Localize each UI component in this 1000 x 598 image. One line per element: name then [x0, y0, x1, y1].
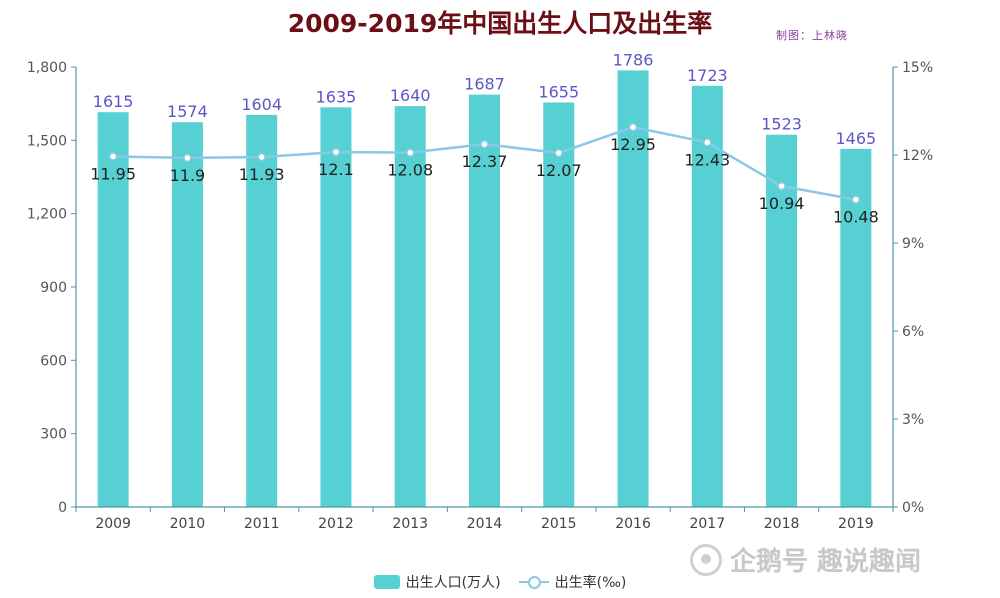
point-label-birth-rate: 12.43 — [684, 150, 730, 169]
legend-item-birth-rate[interactable]: 出生率(‰) — [518, 572, 627, 592]
y-left-tick-label: 300 — [40, 427, 67, 443]
legend-item-births[interactable]: 出生人口(万人) — [373, 572, 501, 592]
x-tick-label: 2012 — [318, 516, 354, 532]
point-birth-rate — [183, 153, 192, 163]
x-tick-label: 2017 — [689, 516, 725, 532]
chart-title: 2009-2019年中国出生人口及出生率 — [287, 9, 713, 38]
bar-label-births: 1604 — [241, 95, 282, 114]
x-tick-label: 2011 — [244, 516, 280, 532]
x-tick-label: 2009 — [95, 516, 131, 532]
bar-label-births: 1635 — [316, 87, 357, 106]
point-label-birth-rate: 11.9 — [170, 166, 206, 185]
y-left-tick-label: 900 — [40, 280, 67, 296]
bar-label-births: 1655 — [538, 82, 579, 101]
y-left-tick-label: 1,500 — [27, 133, 67, 149]
bar-births — [840, 148, 872, 507]
bar-label-births: 1687 — [464, 75, 505, 94]
bar-births — [617, 70, 649, 507]
bar-label-births: 1465 — [836, 129, 877, 148]
point-label-birth-rate: 12.08 — [387, 161, 433, 180]
chart-legend: 出生人口(万人) 出生率(‰) — [0, 572, 1000, 592]
y-left-tick-label: 0 — [58, 500, 67, 516]
x-tick-label: 2018 — [764, 516, 800, 532]
point-birth-rate — [777, 181, 786, 191]
point-label-birth-rate: 10.94 — [759, 194, 805, 213]
bar-births — [691, 85, 723, 508]
point-label-birth-rate: 12.07 — [536, 161, 582, 180]
point-birth-rate — [331, 147, 341, 157]
bar-label-births: 1574 — [167, 102, 208, 121]
x-tick-label: 2010 — [170, 516, 206, 532]
legend-label-births: 出生人口(万人) — [405, 575, 501, 591]
y-right-tick-label: 12% — [902, 148, 933, 164]
point-birth-rate — [257, 152, 266, 162]
legend-line-swatch — [518, 575, 549, 589]
bar-label-births: 1786 — [613, 50, 654, 69]
point-birth-rate — [628, 122, 638, 132]
y-right-tick-label: 0% — [902, 500, 924, 516]
point-birth-rate — [108, 152, 118, 161]
legend-bar-swatch — [373, 575, 400, 589]
point-label-birth-rate: 12.95 — [610, 135, 656, 154]
penguin-logo-icon — [690, 543, 722, 576]
bar-label-births: 1723 — [687, 66, 728, 85]
bar-births — [246, 114, 278, 508]
bar-births — [469, 94, 500, 507]
point-label-birth-rate: 12.1 — [318, 160, 354, 179]
bar-label-births: 1640 — [390, 86, 431, 105]
point-label-birth-rate: 11.93 — [239, 165, 285, 184]
bar-label-births: 1523 — [761, 115, 802, 134]
bar-label-births: 1615 — [93, 92, 134, 111]
point-birth-rate — [480, 139, 489, 149]
y-right-tick-label: 9% — [902, 236, 924, 252]
x-tick-label: 2013 — [392, 516, 428, 532]
point-label-birth-rate: 11.95 — [90, 164, 136, 183]
bar-births — [320, 107, 352, 507]
x-tick-label: 2015 — [541, 516, 577, 532]
x-tick-label: 2016 — [615, 516, 651, 532]
bar-births — [543, 102, 575, 507]
y-left-tick-label: 600 — [40, 353, 67, 369]
point-birth-rate — [405, 148, 415, 157]
y-left-tick-label: 1,200 — [27, 207, 67, 223]
chart-credit: 制图：上林晓 — [776, 29, 848, 42]
watermark-text: 企鹅号 趣说趣闻 — [730, 547, 922, 577]
x-tick-label: 2019 — [838, 516, 874, 532]
y-right-tick-label: 3% — [902, 412, 924, 428]
legend-label-birth-rate: 出生率(‰) — [554, 575, 627, 591]
point-birth-rate — [851, 195, 861, 204]
bar-births — [766, 134, 798, 507]
point-label-birth-rate: 10.48 — [833, 208, 879, 227]
watermark: 企鹅号 趣说趣闻 — [690, 541, 921, 578]
x-tick-label: 2014 — [467, 516, 503, 532]
point-birth-rate — [554, 148, 564, 158]
bar-births — [171, 122, 203, 507]
y-left-tick-label: 1,800 — [27, 60, 67, 76]
y-right-tick-label: 15% — [902, 60, 933, 76]
bar-births — [97, 112, 129, 507]
point-birth-rate — [703, 138, 712, 147]
y-right-tick-label: 6% — [902, 324, 924, 340]
point-label-birth-rate: 12.37 — [462, 152, 508, 171]
bar-births — [394, 106, 426, 507]
